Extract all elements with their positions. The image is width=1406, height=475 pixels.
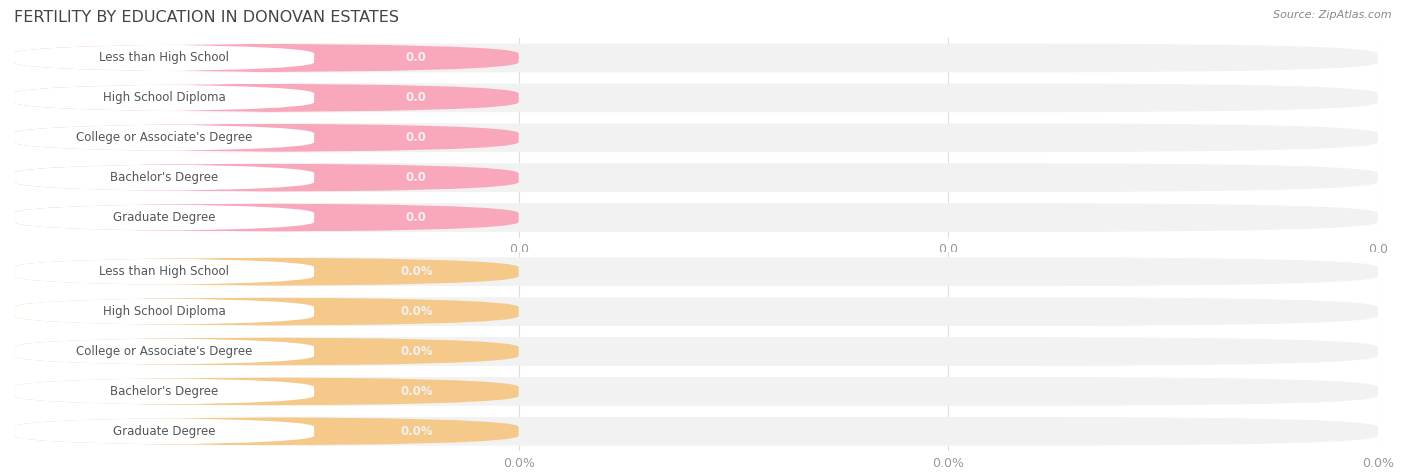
Text: Source: ZipAtlas.com: Source: ZipAtlas.com [1274, 10, 1392, 19]
FancyBboxPatch shape [0, 203, 354, 232]
FancyBboxPatch shape [14, 44, 519, 72]
FancyBboxPatch shape [14, 257, 519, 286]
Text: 0.0%: 0.0% [401, 305, 433, 318]
FancyBboxPatch shape [14, 377, 1378, 406]
Text: Graduate Degree: Graduate Degree [112, 211, 215, 224]
Text: College or Associate's Degree: College or Associate's Degree [76, 345, 252, 358]
Text: College or Associate's Degree: College or Associate's Degree [76, 131, 252, 144]
FancyBboxPatch shape [14, 84, 519, 112]
FancyBboxPatch shape [14, 163, 519, 192]
FancyBboxPatch shape [14, 203, 519, 232]
Text: 0.0%: 0.0% [401, 425, 433, 438]
Text: High School Diploma: High School Diploma [103, 91, 225, 104]
FancyBboxPatch shape [0, 84, 354, 112]
Text: 0.0: 0.0 [406, 211, 427, 224]
Text: Graduate Degree: Graduate Degree [112, 425, 215, 438]
FancyBboxPatch shape [14, 163, 1378, 192]
Text: 0.0: 0.0 [406, 131, 427, 144]
FancyBboxPatch shape [0, 377, 354, 406]
FancyBboxPatch shape [14, 297, 519, 326]
Text: High School Diploma: High School Diploma [103, 305, 225, 318]
FancyBboxPatch shape [0, 124, 354, 152]
FancyBboxPatch shape [14, 337, 1378, 366]
Text: Bachelor's Degree: Bachelor's Degree [110, 171, 218, 184]
FancyBboxPatch shape [14, 44, 1378, 72]
Text: 0.0: 0.0 [406, 171, 427, 184]
FancyBboxPatch shape [14, 124, 519, 152]
Text: FERTILITY BY EDUCATION IN DONOVAN ESTATES: FERTILITY BY EDUCATION IN DONOVAN ESTATE… [14, 10, 399, 25]
Text: 0.0%: 0.0% [401, 265, 433, 278]
FancyBboxPatch shape [14, 84, 1378, 112]
FancyBboxPatch shape [0, 163, 354, 192]
FancyBboxPatch shape [0, 297, 354, 326]
FancyBboxPatch shape [0, 44, 354, 72]
FancyBboxPatch shape [14, 417, 1378, 446]
FancyBboxPatch shape [0, 337, 354, 366]
Text: Less than High School: Less than High School [98, 265, 229, 278]
FancyBboxPatch shape [14, 417, 519, 446]
Text: 0.0: 0.0 [406, 51, 427, 65]
FancyBboxPatch shape [14, 337, 519, 366]
Text: Bachelor's Degree: Bachelor's Degree [110, 385, 218, 398]
Text: 0.0%: 0.0% [401, 345, 433, 358]
Text: Less than High School: Less than High School [98, 51, 229, 65]
FancyBboxPatch shape [0, 257, 354, 286]
FancyBboxPatch shape [14, 297, 1378, 326]
Text: 0.0%: 0.0% [401, 385, 433, 398]
FancyBboxPatch shape [14, 203, 1378, 232]
FancyBboxPatch shape [14, 257, 1378, 286]
Text: 0.0: 0.0 [406, 91, 427, 104]
FancyBboxPatch shape [14, 377, 519, 406]
FancyBboxPatch shape [14, 124, 1378, 152]
FancyBboxPatch shape [0, 417, 354, 446]
